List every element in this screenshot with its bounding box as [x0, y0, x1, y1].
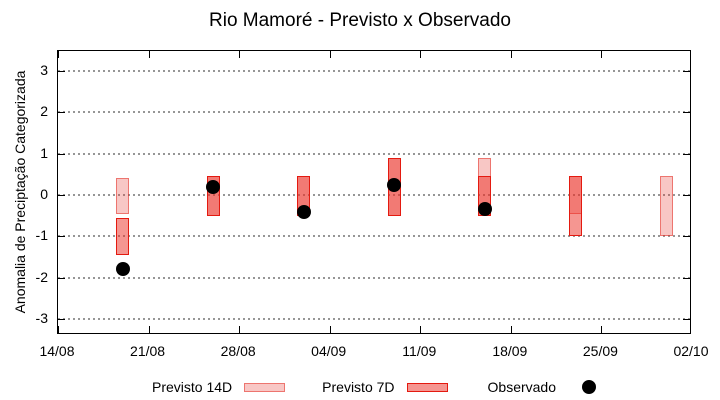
- legend-label-observado: Observado: [487, 379, 556, 395]
- legend-marker-observado-icon: [582, 380, 596, 394]
- y-tick-label-0: 0: [40, 186, 48, 202]
- observado-point-09/09: [387, 177, 402, 192]
- plot-area: [57, 50, 691, 334]
- x-tick-bottom: [58, 326, 59, 333]
- x-tick-label-02-10: 02/10: [673, 343, 709, 359]
- y-tick-label--2: -2: [35, 268, 48, 285]
- x-tick-label-04-09: 04/09: [311, 343, 347, 359]
- x-tick-bottom: [420, 326, 422, 333]
- legend-label-previsto-14d: Previsto 14D: [152, 379, 233, 395]
- gridline-y3: [58, 70, 690, 72]
- y-tick-right: [683, 112, 690, 114]
- y-tick-label--3: -3: [35, 309, 48, 326]
- y-tick-right: [683, 277, 690, 279]
- y-tick-right: [683, 153, 690, 155]
- y-tick-right: [683, 236, 690, 238]
- y-tick-label-3: 3: [40, 62, 48, 78]
- observado-point-02/09: [296, 204, 311, 219]
- y-tick-left: [58, 236, 65, 238]
- x-tick-top: [510, 51, 512, 58]
- x-tick-top: [239, 51, 241, 58]
- previsto-14d-bar-30/09: [659, 176, 673, 237]
- y-tick-left: [58, 153, 65, 155]
- chart-title: Rio Mamoré - Previsto x Observado: [209, 10, 511, 31]
- gridline-y-2: [58, 276, 690, 279]
- y-tick-left: [58, 71, 65, 72]
- y-tick-left: [58, 318, 65, 320]
- y-tick-right: [683, 71, 690, 72]
- x-tick-top: [58, 51, 59, 58]
- x-tick-label-14-08: 14/08: [39, 343, 75, 359]
- gridline-y0: [58, 194, 690, 196]
- y-tick-right: [683, 318, 690, 320]
- y-tick-label-2: 2: [40, 103, 48, 120]
- x-tick-label-28-08: 28/08: [220, 343, 256, 359]
- y-tick-left: [58, 195, 65, 196]
- gridline-y-1: [58, 235, 690, 238]
- y-tick-label-1: 1: [40, 144, 48, 161]
- x-tick-bottom: [329, 326, 331, 333]
- x-tick-label-11-09: 11/09: [402, 343, 437, 359]
- y-tick-left: [58, 277, 65, 279]
- legend: Previsto 14D Previsto 7D Observado: [57, 377, 691, 397]
- previsto-7d-bar-23/09: [569, 176, 583, 237]
- y-tick-left: [58, 112, 65, 114]
- x-tick-label-21-08: 21/08: [130, 343, 166, 359]
- x-tick-top: [420, 51, 422, 58]
- y-tick-label--1: -1: [35, 227, 48, 244]
- observado-point-19/08: [115, 262, 130, 277]
- x-tick-top: [329, 51, 331, 58]
- x-tick-bottom: [239, 326, 241, 333]
- y-tick-right: [683, 195, 690, 196]
- x-tick-bottom: [690, 326, 691, 333]
- gridline-y2: [58, 111, 690, 114]
- x-tick-top: [601, 51, 603, 58]
- x-tick-bottom: [510, 326, 512, 333]
- legend-label-previsto-7d: Previsto 7D: [322, 379, 395, 395]
- previsto-7d-bar-19/08: [116, 217, 130, 255]
- observado-point-26/08: [206, 179, 221, 194]
- x-tick-bottom: [601, 326, 603, 333]
- x-tick-top: [690, 51, 691, 58]
- observado-point-16/09: [477, 202, 492, 217]
- gridline-y1: [58, 152, 690, 155]
- x-tick-bottom: [148, 326, 150, 333]
- x-tick-top: [148, 51, 150, 58]
- legend-swatch-previsto-14d: [244, 382, 286, 392]
- legend-swatch-previsto-7d: [406, 382, 448, 392]
- gridline-y-3: [58, 317, 690, 320]
- previsto-14d-bar-19/08: [116, 178, 130, 214]
- x-tick-label-18-09: 18/09: [492, 343, 528, 359]
- x-tick-label-25-09: 25/09: [582, 343, 618, 359]
